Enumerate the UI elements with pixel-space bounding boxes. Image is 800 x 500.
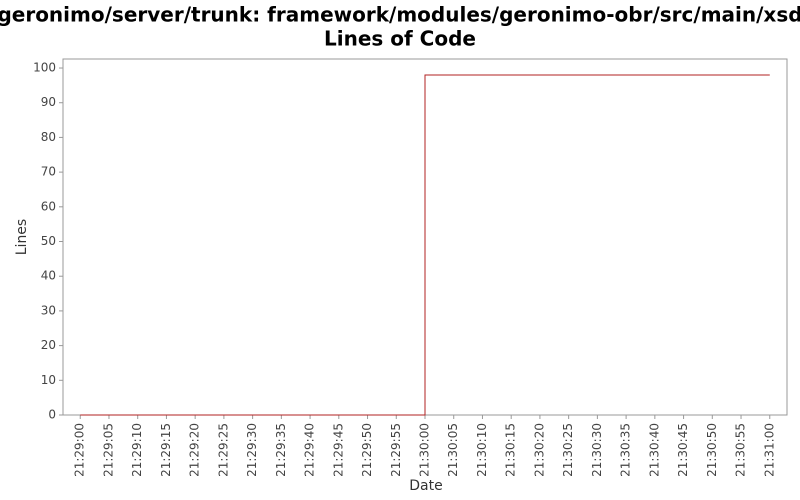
x-axis-label: Date bbox=[409, 478, 442, 494]
y-tick-label: 70 bbox=[41, 165, 56, 179]
y-tick-label: 100 bbox=[33, 61, 56, 75]
x-tick-label: 21:29:05 bbox=[101, 423, 115, 477]
x-tick-label: 21:29:15 bbox=[159, 423, 173, 477]
x-tick-label: 21:31:00 bbox=[762, 423, 776, 477]
x-tick-label: 21:29:00 bbox=[73, 423, 87, 477]
y-tick-label: 20 bbox=[41, 338, 56, 352]
x-tick-label: 21:29:50 bbox=[360, 423, 374, 477]
y-tick-label: 90 bbox=[41, 95, 56, 109]
y-tick-label: 60 bbox=[41, 199, 56, 213]
x-tick-label: 21:29:30 bbox=[245, 423, 259, 477]
x-tick-label: 21:30:30 bbox=[590, 423, 604, 477]
y-tick-label: 10 bbox=[41, 373, 56, 387]
x-tick-label: 21:29:45 bbox=[331, 423, 345, 477]
x-tick-label: 21:30:50 bbox=[705, 423, 719, 477]
x-tick-label: 21:30:55 bbox=[734, 423, 748, 477]
x-tick-label: 21:29:20 bbox=[188, 423, 202, 477]
x-tick-label: 21:30:40 bbox=[647, 423, 661, 477]
x-tick-label: 21:29:10 bbox=[130, 423, 144, 477]
x-tick-label: 21:30:45 bbox=[676, 423, 690, 477]
x-tick-label: 21:30:10 bbox=[475, 423, 489, 477]
x-tick-label: 21:30:35 bbox=[619, 423, 633, 477]
x-tick-label: 21:30:20 bbox=[532, 423, 546, 477]
x-tick-label: 21:30:25 bbox=[561, 423, 575, 477]
x-tick-label: 21:29:40 bbox=[303, 423, 317, 477]
y-axis-label: Lines bbox=[14, 219, 30, 255]
x-tick-label: 21:29:35 bbox=[274, 423, 288, 477]
y-tick-label: 0 bbox=[48, 408, 56, 422]
x-tick-label: 21:29:25 bbox=[216, 423, 230, 477]
y-tick-label: 40 bbox=[41, 269, 56, 283]
x-tick-label: 21:30:15 bbox=[504, 423, 518, 477]
chart-title: /geronimo/server/trunk: framework/module… bbox=[0, 3, 800, 27]
x-tick-label: 21:30:05 bbox=[446, 423, 460, 477]
x-tick-label: 21:30:00 bbox=[418, 423, 432, 477]
x-tick-label: 21:29:55 bbox=[389, 423, 403, 477]
y-tick-label: 30 bbox=[41, 303, 56, 317]
y-tick-label: 50 bbox=[41, 234, 56, 248]
chart-subtitle: Lines of Code bbox=[324, 27, 476, 51]
y-tick-label: 80 bbox=[41, 130, 56, 144]
line bbox=[80, 74, 770, 416]
